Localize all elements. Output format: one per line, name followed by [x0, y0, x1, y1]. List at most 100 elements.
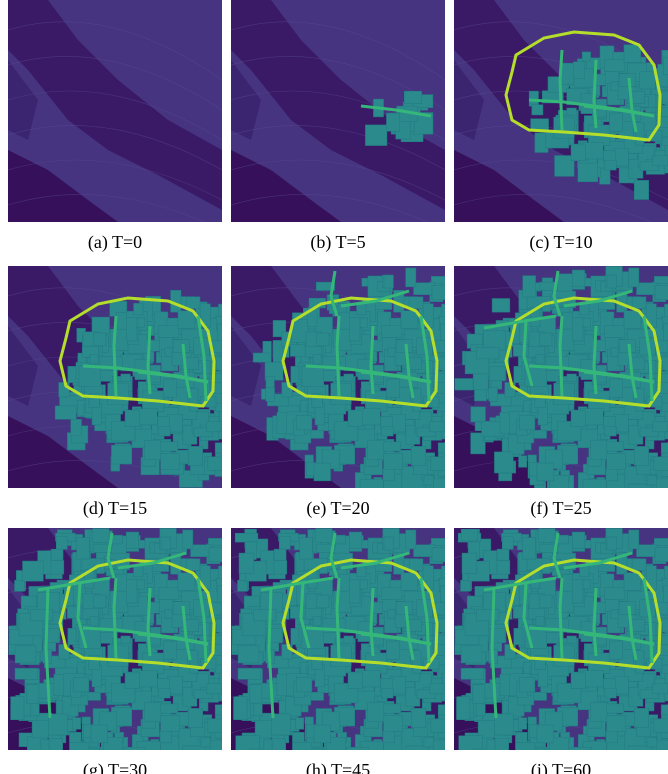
building	[238, 552, 255, 574]
road	[592, 587, 598, 657]
road	[419, 577, 431, 664]
building	[628, 267, 640, 288]
building	[477, 720, 495, 739]
building	[538, 528, 556, 543]
road	[146, 587, 152, 657]
building	[299, 537, 313, 560]
building	[346, 747, 369, 750]
map-panel	[231, 528, 445, 750]
building	[534, 655, 546, 670]
lowland	[231, 150, 341, 222]
road	[592, 325, 598, 395]
building	[359, 741, 384, 750]
building	[441, 669, 445, 688]
building	[405, 529, 417, 550]
building	[494, 738, 509, 750]
building	[312, 616, 322, 627]
building	[307, 307, 318, 327]
building	[347, 671, 363, 689]
building	[26, 684, 40, 704]
road	[642, 315, 654, 402]
building	[311, 393, 323, 408]
contour	[8, 159, 222, 201]
building	[367, 439, 385, 460]
building	[295, 717, 305, 730]
building	[408, 558, 424, 571]
boundary	[281, 558, 439, 670]
building	[430, 456, 445, 471]
caption: (i) T=60	[530, 760, 592, 774]
building	[58, 644, 70, 660]
building	[10, 696, 25, 720]
building	[554, 155, 575, 177]
building	[31, 720, 49, 739]
building	[265, 387, 275, 402]
contour	[454, 194, 652, 222]
building	[188, 446, 203, 466]
building	[631, 296, 647, 309]
building	[438, 578, 445, 593]
building	[22, 560, 44, 582]
building	[53, 674, 66, 696]
map-panel	[8, 528, 222, 750]
building	[605, 730, 618, 744]
road	[76, 582, 88, 649]
building	[604, 426, 617, 437]
building	[189, 650, 199, 674]
building	[208, 547, 222, 563]
building	[623, 310, 642, 329]
building	[494, 451, 514, 474]
building	[411, 708, 426, 728]
road	[558, 49, 564, 131]
building	[160, 441, 179, 452]
contour	[231, 194, 429, 222]
building	[636, 544, 659, 557]
building	[483, 330, 506, 351]
building	[590, 439, 608, 460]
lowland	[8, 0, 222, 210]
building	[347, 409, 363, 427]
building	[237, 645, 260, 664]
building	[652, 683, 668, 695]
road	[335, 577, 341, 659]
building	[382, 730, 395, 744]
building	[158, 688, 171, 699]
building	[290, 344, 306, 357]
building	[381, 587, 403, 600]
building	[513, 606, 529, 619]
building	[144, 701, 162, 722]
building	[432, 373, 445, 383]
building	[359, 317, 368, 328]
building	[382, 468, 395, 482]
building	[278, 536, 291, 550]
building	[72, 717, 82, 730]
building	[634, 180, 649, 200]
building	[590, 701, 608, 722]
contour	[8, 21, 222, 81]
road	[181, 605, 192, 661]
building	[504, 644, 516, 660]
building	[262, 341, 272, 354]
building	[572, 317, 584, 342]
building	[582, 579, 591, 590]
building	[400, 572, 419, 591]
road	[627, 605, 638, 661]
road	[642, 577, 654, 664]
building	[237, 668, 262, 680]
building	[206, 421, 222, 433]
lowland	[8, 150, 118, 222]
building	[295, 414, 313, 431]
building	[662, 57, 668, 75]
building	[486, 739, 496, 750]
building	[439, 585, 445, 603]
building	[518, 676, 536, 693]
building	[571, 269, 585, 287]
building	[311, 655, 323, 670]
building	[460, 668, 485, 680]
road	[146, 325, 152, 395]
caption: (c) T=10	[529, 232, 593, 252]
building	[271, 713, 291, 736]
road	[112, 577, 118, 659]
road	[404, 605, 415, 661]
building	[606, 441, 625, 452]
